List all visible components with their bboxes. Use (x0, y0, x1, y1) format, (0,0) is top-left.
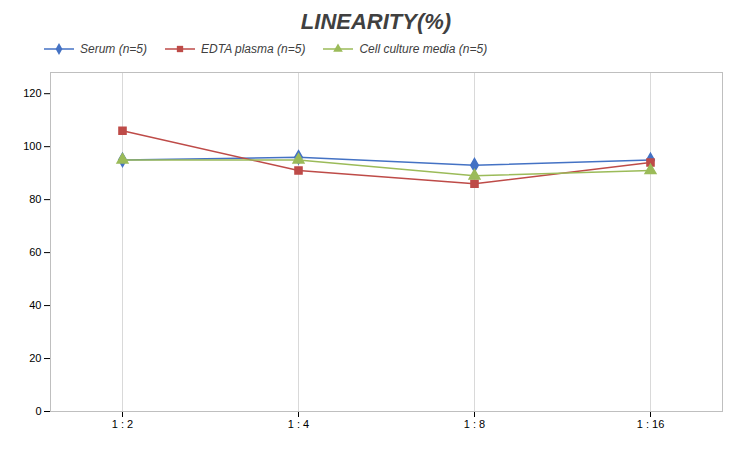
svg-text:40: 40 (29, 299, 41, 311)
svg-text:0: 0 (35, 405, 41, 417)
svg-text:1 : 8: 1 : 8 (464, 418, 485, 430)
svg-text:20: 20 (29, 352, 41, 364)
svg-text:1 : 2: 1 : 2 (112, 418, 133, 430)
html-text:Cell culture media (n=5): Cell culture media (n=5) (359, 42, 488, 56)
svg-text:80: 80 (29, 193, 41, 205)
svg-text:1 : 4: 1 : 4 (288, 418, 309, 430)
svg-text:100: 100 (23, 140, 41, 152)
html-text:Serum (n=5): Serum (n=5) (80, 42, 147, 56)
html-text:LINEARITY(%): LINEARITY(%) (300, 9, 452, 34)
svg-text:1 : 16: 1 : 16 (637, 418, 665, 430)
svg-text:60: 60 (29, 246, 41, 258)
svg-text:120: 120 (23, 87, 41, 99)
html-text:EDTA plasma (n=5): EDTA plasma (n=5) (201, 42, 306, 56)
